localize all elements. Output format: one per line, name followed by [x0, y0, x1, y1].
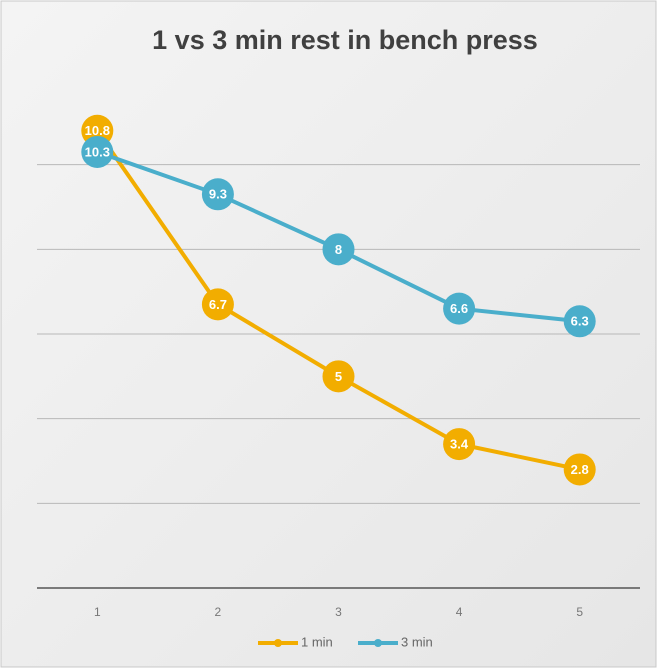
point-marker — [322, 360, 355, 393]
x-tick-label: 3 — [335, 605, 342, 619]
data-label: 10.3 — [85, 144, 110, 159]
point-marker — [443, 428, 476, 461]
data-label: 2.8 — [571, 462, 589, 477]
legend-marker — [274, 639, 282, 647]
point-marker — [201, 178, 234, 211]
data-label: 10.8 — [85, 123, 110, 138]
x-tick-label: 1 — [94, 605, 101, 619]
data-label: 6.3 — [571, 314, 589, 329]
data-label: 6.7 — [209, 297, 227, 312]
x-tick-label: 2 — [215, 605, 222, 619]
chart-title: 1 vs 3 min rest in bench press — [152, 25, 538, 55]
legend-label: 1 min — [301, 634, 333, 649]
data-label: 5 — [335, 369, 342, 384]
point-marker — [443, 292, 476, 325]
x-tick-label: 5 — [576, 605, 583, 619]
x-tick-label: 4 — [456, 605, 463, 619]
point-marker — [322, 233, 355, 266]
point-marker — [81, 135, 114, 168]
point-marker — [563, 305, 596, 338]
point-marker — [563, 453, 596, 486]
point-marker — [201, 288, 234, 321]
data-label: 8 — [335, 242, 342, 257]
legend-marker — [374, 639, 382, 647]
legend-label: 3 min — [401, 634, 433, 649]
data-label: 3.4 — [450, 437, 469, 452]
data-label: 9.3 — [209, 187, 227, 202]
data-label: 6.6 — [450, 301, 468, 316]
